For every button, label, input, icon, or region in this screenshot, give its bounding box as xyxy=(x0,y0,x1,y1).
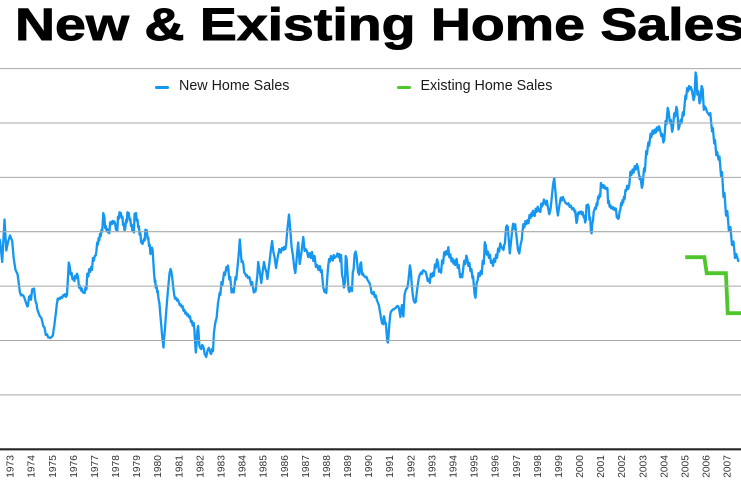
svg-text:1986: 1986 xyxy=(280,455,291,478)
svg-text:1984: 1984 xyxy=(238,455,249,478)
svg-text:1983: 1983 xyxy=(217,455,228,478)
svg-text:1978: 1978 xyxy=(111,455,122,478)
svg-text:1977: 1977 xyxy=(90,455,101,478)
svg-text:2003: 2003 xyxy=(638,455,649,478)
svg-text:1988: 1988 xyxy=(322,455,333,478)
svg-text:1993: 1993 xyxy=(427,455,438,478)
svg-text:1974: 1974 xyxy=(27,455,38,478)
svg-text:2001: 2001 xyxy=(596,455,607,478)
svg-text:1973: 1973 xyxy=(6,455,17,478)
svg-text:2005: 2005 xyxy=(681,455,692,478)
svg-text:2006: 2006 xyxy=(702,455,713,478)
svg-text:1992: 1992 xyxy=(406,455,417,478)
svg-text:1989: 1989 xyxy=(343,455,354,478)
svg-text:1980: 1980 xyxy=(153,455,164,478)
svg-text:1975: 1975 xyxy=(48,455,59,478)
svg-text:1982: 1982 xyxy=(195,455,206,478)
svg-text:1979: 1979 xyxy=(132,455,143,478)
svg-text:1976: 1976 xyxy=(69,455,80,478)
svg-text:1999: 1999 xyxy=(554,455,565,478)
svg-text:2002: 2002 xyxy=(617,455,628,478)
svg-text:1991: 1991 xyxy=(385,455,396,478)
svg-text:2007: 2007 xyxy=(723,455,734,478)
svg-text:1981: 1981 xyxy=(174,455,185,478)
svg-text:2004: 2004 xyxy=(659,455,670,478)
svg-text:1985: 1985 xyxy=(259,455,270,478)
svg-text:1987: 1987 xyxy=(301,455,312,478)
svg-text:1998: 1998 xyxy=(533,455,544,478)
svg-text:1994: 1994 xyxy=(449,455,460,478)
svg-text:2000: 2000 xyxy=(575,455,586,478)
svg-text:1990: 1990 xyxy=(364,455,375,478)
svg-text:1996: 1996 xyxy=(491,455,502,478)
svg-text:1995: 1995 xyxy=(470,455,481,478)
svg-text:1997: 1997 xyxy=(512,455,523,478)
